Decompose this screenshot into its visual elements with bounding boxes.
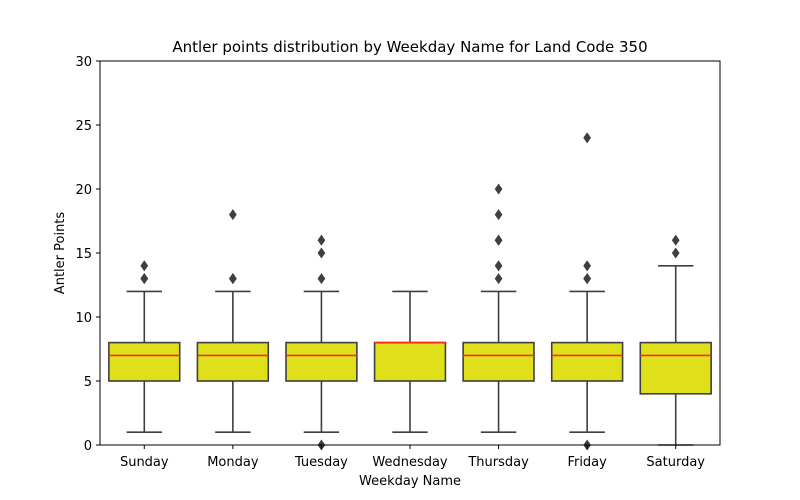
chart-title: Antler points distribution by Weekday Na… xyxy=(172,38,647,56)
outlier-point xyxy=(317,273,326,285)
outlier-point xyxy=(228,273,237,285)
box-thursday xyxy=(462,341,535,382)
box-sunday xyxy=(108,341,181,382)
outlier-point xyxy=(140,260,149,272)
outlier-point xyxy=(583,132,592,144)
y-tick-label: 5 xyxy=(84,375,92,390)
x-axis-label: Weekday Name xyxy=(359,474,461,489)
outlier-point xyxy=(494,183,503,195)
outlier-point xyxy=(671,247,680,259)
outlier-point xyxy=(494,273,503,285)
box-friday xyxy=(550,341,624,382)
box-saturday xyxy=(639,341,712,395)
box-tuesday xyxy=(285,341,358,382)
x-tick-label: Tuesday xyxy=(294,455,348,470)
outlier-point xyxy=(494,260,503,272)
axes-frame xyxy=(99,60,721,446)
outlier-point xyxy=(317,234,326,246)
outlier-point xyxy=(228,209,237,221)
x-tick-label: Thursday xyxy=(467,455,529,470)
outlier-point xyxy=(317,247,326,259)
plot-area: 0 5 10 15 20 25 30 Sunday Monday Tuesday Wednesday… xyxy=(75,55,721,470)
y-axis-label: Antler Points xyxy=(53,212,68,295)
x-tick-label: Wednesday xyxy=(372,455,448,470)
outlier-point xyxy=(671,234,680,246)
outlier-point xyxy=(583,273,592,285)
box-wednesday xyxy=(373,341,447,382)
x-tick-label: Monday xyxy=(207,455,259,470)
x-tick-label: Sunday xyxy=(120,455,169,470)
outlier-point xyxy=(494,209,503,221)
y-tick-label: 25 xyxy=(75,119,92,134)
y-tick-label: 20 xyxy=(75,183,92,198)
y-tick-label: 30 xyxy=(75,55,92,70)
y-tick-label: 10 xyxy=(75,311,92,326)
y-tick-label: 15 xyxy=(75,247,92,262)
x-tick-label: Saturday xyxy=(646,455,705,470)
outlier-point xyxy=(494,234,503,246)
outlier-point xyxy=(583,260,592,272)
outlier-point xyxy=(140,273,149,285)
y-tick-label: 0 xyxy=(84,439,92,454)
box-monday xyxy=(196,341,270,382)
x-tick-label: Friday xyxy=(567,455,607,470)
